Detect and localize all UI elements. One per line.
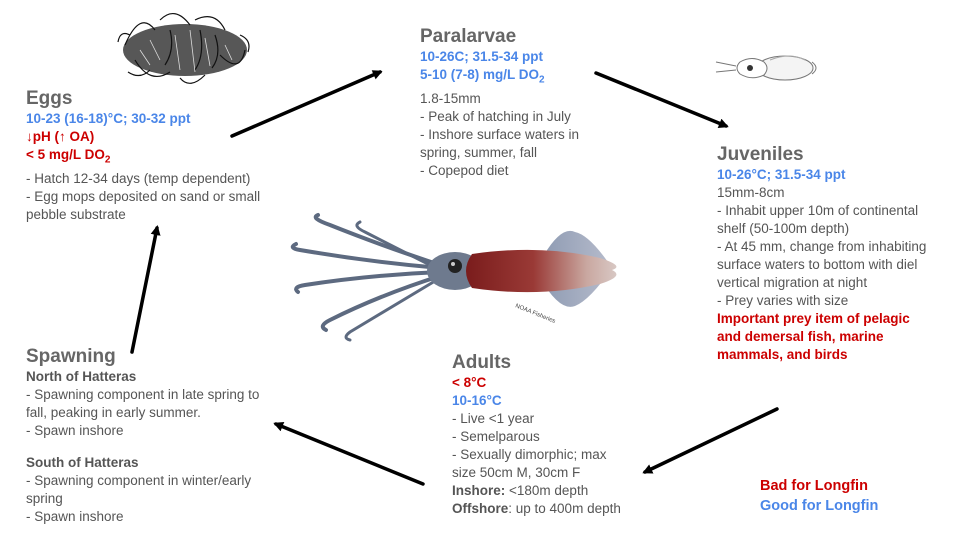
arrow-paralarvae-to-juveniles [594,71,729,128]
adults-bad-temperature: < 8°C [452,375,487,390]
adults-inshore: Inshore: <180m depth [452,483,589,498]
egg-mop-illustration [117,13,250,84]
juveniles-important-note: Important prey item of pelagic and demer… [717,311,910,362]
juveniles-stage: Juveniles 10-26°C; 31.5-34 ppt 15mm-8cm … [717,144,932,364]
eggs-item-substrate: - Egg mops deposited on sand or small pe… [26,188,261,222]
spawning-south-heading: South of Hatteras [26,455,139,470]
spawning-south-item-inshore: - Spawn inshore [26,509,124,524]
paralarva-illustration [715,55,817,81]
arrow-juveniles-to-adults [642,407,779,474]
juveniles-size: 15mm-8cm [717,185,785,200]
adults-item-semelparous: - Semelparous [452,429,540,444]
arrow-adults-to-spawning [273,422,425,486]
legend-bad: Bad for Longfin [760,478,868,494]
eggs-title: Eggs [26,88,73,109]
adult-squid-illustration: NOAA Fisheries [290,213,617,342]
spawning-stage: Spawning North of Hatteras - Spawning co… [26,346,271,526]
spawning-north-item-timing: - Spawning component in late spring to f… [26,387,260,420]
cycle-arrows [130,70,779,486]
paralarvae-item-hatching: - Peak of hatching in July [420,108,571,124]
arrow-spawning-to-eggs [130,225,161,354]
paralarvae-item-inshore: - Inshore surface waters in spring, summ… [420,126,580,160]
spawning-north-heading: North of Hatteras [26,369,137,384]
eggs-stage: Eggs 10-23 (16-18)°C; 30-32 ppt ↓pH (↑ O… [26,88,276,224]
eggs-oxygen: < 5 mg/L DO2 [26,147,111,166]
legend-good: Good for Longfin [760,498,879,514]
adults-stage: Adults < 8°C 10-16°C - Live <1 year - Se… [452,352,627,518]
paralarvae-temperature: 10-26C; 31.5-34 ppt [420,49,544,64]
paralarvae-stage: Paralarvae 10-26C; 31.5-34 ppt 5-10 (7-8… [420,26,600,180]
spawning-south-item-timing: - Spawning component in winter/early spr… [26,473,252,506]
paralarvae-item-diet: - Copepod diet [420,162,509,178]
eggs-ph: ↓pH (↑ OA) [26,129,95,144]
eggs-temperature: 10-23 (16-18)°C; 30-32 ppt [26,111,191,126]
adults-offshore: Offshore: up to 400m depth [452,501,621,516]
adults-title: Adults [452,352,512,373]
juveniles-item-habitat: - Inhabit upper 10m of continental shelf… [717,203,919,236]
spawning-north-item-inshore: - Spawn inshore [26,423,124,438]
color-legend: Bad for Longfin Good for Longfin [760,476,878,516]
spawning-title: Spawning [26,346,116,367]
juveniles-temperature: 10-26°C; 31.5-34 ppt [717,167,846,182]
eggs-item-hatch: - Hatch 12-34 days (temp dependent) [26,170,251,186]
adults-item-dimorphic: - Sexually dimorphic; max size 50cm M, 3… [452,447,607,480]
juveniles-title: Juveniles [717,144,804,165]
adults-item-lifespan: - Live <1 year [452,411,535,426]
adults-good-temperature: 10-16°C [452,393,502,408]
paralarvae-title: Paralarvae [420,26,517,47]
paralarvae-oxygen: 5-10 (7-8) mg/L DO2 [420,67,545,86]
arrow-eggs-to-paralarvae [230,70,383,138]
juveniles-item-prey: - Prey varies with size [717,293,849,308]
juveniles-item-migration: - At 45 mm, change from inhabiting surfa… [717,239,927,290]
paralarvae-size: 1.8-15mm [420,90,481,106]
noaa-watermark: NOAA Fisheries [514,303,556,325]
